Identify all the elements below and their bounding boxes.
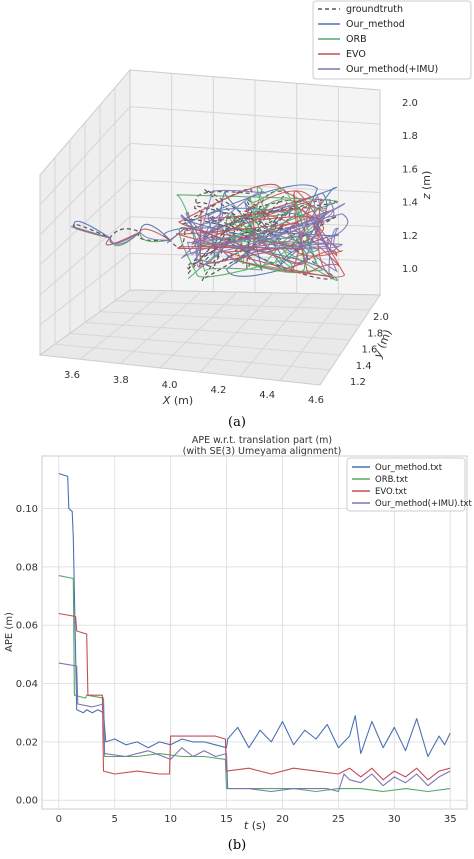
- x-tick-label: 15: [220, 814, 233, 825]
- legend-label: Our_method: [346, 19, 405, 30]
- ticks-2d: 0 5 10 15 20 25 30 35 0.00 0.02 0.04 0.06 0.08 0.10: [16, 504, 457, 825]
- x-tick-label: 4.0: [162, 380, 178, 391]
- x-tick-label: 4.2: [210, 385, 226, 396]
- x-tick-label: 35: [444, 814, 457, 825]
- z-tick-label: 1.8: [402, 131, 418, 142]
- series-line-1: [58, 575, 451, 793]
- legend-label: groundtruth: [346, 4, 403, 15]
- x-tick-label: 3.8: [113, 375, 129, 386]
- trajectory-3: [70, 189, 349, 277]
- x-tick-label: 10: [164, 814, 177, 825]
- y-tick-label: 1.6: [362, 345, 378, 356]
- z-tick-label: 1.0: [402, 264, 418, 275]
- grid-line: [84, 322, 351, 341]
- chart-ape: APE w.r.t. translation part (m) (with SE…: [4, 435, 473, 832]
- x-axis-label-3d: X (m): [162, 394, 193, 407]
- y-tick-label: 0.00: [16, 796, 38, 807]
- x-tick-label: 4.4: [259, 390, 275, 401]
- z-tick-label: 1.4: [402, 198, 418, 209]
- y-tick-label: 0.10: [16, 504, 38, 515]
- grid-line: [69, 332, 341, 356]
- caption-b: (b): [228, 838, 246, 853]
- series-lines: [58, 472, 451, 793]
- legend-label: ORB: [346, 34, 367, 45]
- legend-3d: groundtruth Our_method ORB EVO Our_method(+I…: [312, 0, 472, 80]
- z-tick-label: 1.2: [402, 231, 418, 242]
- x-tick-label: 3.6: [64, 370, 80, 381]
- x-tick-label: 20: [276, 814, 289, 825]
- legend-label: Our_method(+IMU): [346, 64, 438, 75]
- series-line-3: [58, 662, 451, 793]
- x-tick-label: 5: [112, 814, 118, 825]
- series-line-2: [58, 612, 451, 781]
- grid-line: [114, 300, 371, 311]
- chart-title-line1: APE w.r.t. translation part (m): [192, 435, 332, 446]
- chart-title-line2: (with SE(3) Umeyama alignment): [183, 446, 342, 457]
- series-line-0: [58, 472, 451, 758]
- z-axis-label-3d: z (m): [420, 171, 433, 201]
- plot-area: [41, 455, 468, 810]
- x-tick-label: 0: [56, 814, 62, 825]
- y-tick-label: 0.06: [16, 621, 38, 632]
- y-tick-label: 1.2: [350, 377, 366, 388]
- chart-3d: 3.6 3.8 4.0 4.2 4.4 4.6 1.2 1.4 1.6 1.8 2.0 1.0 1.2 1…: [38, 0, 472, 407]
- grid-line: [54, 343, 331, 371]
- grid-line: [39, 252, 131, 326]
- grid-3d: [39, 73, 381, 382]
- legend-2d: Our_method.txt ORB.txt EVO.txt Our_method(+…: [346, 457, 473, 512]
- legend-label: Our_method(+IMU).txt: [375, 499, 473, 509]
- ticks-3d: 3.6 3.8 4.0 4.2 4.4 4.6 1.2 1.4 1.6 1.8 2.0 1.0 1.2 1…: [64, 98, 418, 406]
- x-tick-label: 30: [388, 814, 401, 825]
- y-axis-label: APE (m): [4, 612, 15, 652]
- z-tick-label: 2.0: [402, 98, 418, 109]
- caption-a: (a): [228, 415, 246, 430]
- grid-line: [99, 311, 361, 326]
- y-tick-label: 0.02: [16, 737, 38, 748]
- y-tick-label: 0.04: [16, 679, 38, 690]
- x-tick-label: 4.6: [308, 395, 324, 406]
- trajectories-3d: [70, 183, 349, 281]
- y-tick-label: 1.8: [367, 328, 383, 339]
- y-tick-label: 2.0: [373, 312, 389, 323]
- y-tick-label: 0.08: [16, 562, 38, 573]
- legend-label: ORB.txt: [375, 475, 408, 485]
- z-tick-label: 1.6: [402, 164, 418, 175]
- grid-2d: [42, 456, 467, 809]
- legend-label: EVO: [346, 49, 366, 60]
- y-tick-label: 1.4: [356, 361, 372, 372]
- legend-label: Our_method.txt: [375, 463, 443, 473]
- grid-line: [129, 252, 381, 262]
- legend-label: EVO.txt: [375, 487, 407, 497]
- x-tick-label: 25: [332, 814, 345, 825]
- x-axis-label: t (s): [244, 819, 266, 832]
